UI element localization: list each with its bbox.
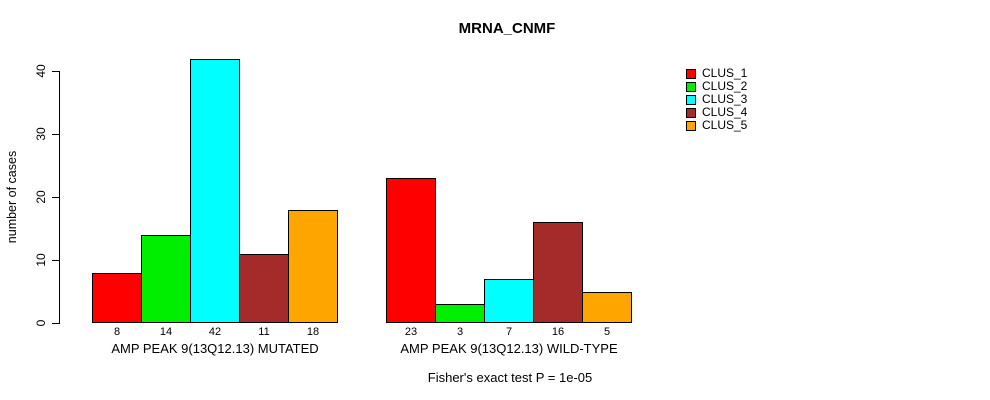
legend-item-clus_3: CLUS_3 [686, 93, 747, 106]
y-tick-label: 0 [34, 319, 48, 327]
bar-clus_3 [484, 279, 534, 323]
legend: CLUS_1 CLUS_2 CLUS_3 CLUS_4 CLUS_5 [686, 67, 747, 132]
bar-clus_3 [190, 59, 240, 323]
legend-label: CLUS_1 [702, 66, 748, 80]
legend-item-clus_1: CLUS_1 [686, 67, 747, 80]
y-axis-line [59, 71, 60, 324]
bar-value-label: 42 [208, 326, 222, 338]
y-tick-label: 40 [34, 64, 48, 79]
bar-clus_2 [435, 304, 485, 323]
y-tick-mark [52, 197, 59, 199]
legend-label: CLUS_4 [702, 105, 748, 119]
bar-value-label: 7 [505, 326, 513, 338]
bar-clus_1 [386, 178, 436, 323]
legend-item-clus_5: CLUS_5 [686, 119, 747, 132]
y-tick-label: 30 [34, 127, 48, 141]
y-tick-label: 10 [34, 253, 48, 267]
bar-clus_1 [92, 273, 142, 323]
x-group-label: AMP PEAK 9(13Q12.13) WILD-TYPE [400, 341, 618, 356]
bar-value-label: 3 [456, 326, 464, 338]
chart-title: MRNA_CNMF [458, 20, 556, 37]
legend-swatch-icon [686, 94, 696, 105]
legend-swatch-icon [686, 107, 696, 118]
bar-clus_5 [582, 292, 632, 323]
bar-value-label: 11 [258, 326, 270, 338]
bar-value-label: 5 [603, 326, 611, 338]
y-tick-label: 20 [34, 190, 48, 204]
y-tick-mark [52, 71, 59, 73]
legend-item-clus_4: CLUS_4 [686, 106, 747, 119]
bar-value-label: 18 [306, 326, 320, 338]
x-group-label: AMP PEAK 9(13Q12.13) MUTATED [111, 341, 319, 356]
y-axis-title: number of cases [5, 150, 19, 244]
y-tick-mark [52, 134, 59, 136]
legend-swatch-icon [686, 68, 696, 79]
bar-clus_5 [288, 210, 338, 323]
legend-item-clus_2: CLUS_2 [686, 80, 747, 93]
y-tick-mark [52, 260, 59, 262]
bar-clus_4 [239, 254, 289, 323]
bar-value-label: 23 [404, 326, 418, 338]
legend-label: CLUS_5 [702, 118, 748, 132]
bar-value-label: 14 [159, 326, 173, 338]
bar-value-label: 16 [551, 326, 565, 338]
legend-swatch-icon [686, 120, 696, 131]
bar-clus_4 [533, 222, 583, 323]
y-tick-mark [52, 323, 59, 324]
legend-swatch-icon [686, 81, 696, 92]
bar-clus_2 [141, 235, 191, 323]
legend-label: CLUS_2 [702, 79, 748, 93]
legend-label: CLUS_3 [702, 92, 748, 106]
caption-text: Fisher's exact test P = 1e-05 [427, 370, 593, 385]
bar-value-label: 8 [113, 326, 121, 338]
